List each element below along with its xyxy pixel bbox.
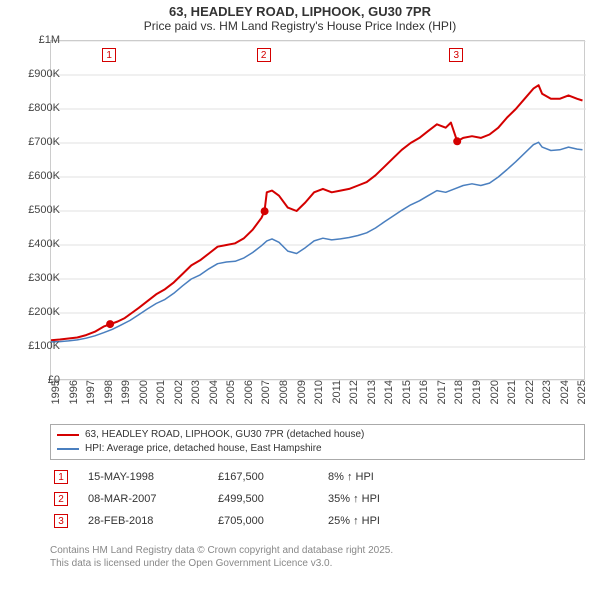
chart-svg <box>51 41 586 381</box>
legend-swatch <box>57 448 79 450</box>
x-tick-label: 2004 <box>208 380 220 420</box>
x-tick-label: 2016 <box>418 380 430 420</box>
x-tick-label: 2025 <box>576 380 588 420</box>
x-tick-label: 1995 <box>50 380 62 420</box>
sales-table: 1 15-MAY-1998 £167,500 8% ↑ HPI 2 08-MAR-2007… <box>50 466 585 532</box>
y-tick-label: £900K <box>15 68 60 80</box>
x-tick-label: 2013 <box>366 380 378 420</box>
footer-line1: Contains HM Land Registry data © Crown c… <box>50 544 585 557</box>
y-tick-label: £200K <box>15 306 60 318</box>
legend-swatch <box>57 434 79 436</box>
sale-row: 3 28-FEB-2018 £705,000 25% ↑ HPI <box>50 510 585 532</box>
y-tick-label: £100K <box>15 340 60 352</box>
y-tick-label: £700K <box>15 136 60 148</box>
chart-title: 63, HEADLEY ROAD, LIPHOOK, GU30 7PR <box>0 0 600 19</box>
sale-pct: 35% ↑ HPI <box>328 493 428 505</box>
x-tick-label: 2019 <box>471 380 483 420</box>
x-tick-label: 2022 <box>524 380 536 420</box>
x-tick-label: 1996 <box>68 380 80 420</box>
chart-subtitle: Price paid vs. HM Land Registry's House … <box>0 19 600 33</box>
sale-marker: 2 <box>257 48 271 62</box>
sale-row-marker: 2 <box>54 492 68 506</box>
x-tick-label: 2007 <box>260 380 272 420</box>
chart-area <box>50 40 585 380</box>
x-tick-label: 2008 <box>278 380 290 420</box>
sale-date: 15-MAY-1998 <box>88 471 198 483</box>
sale-price: £167,500 <box>218 471 308 483</box>
x-tick-label: 2010 <box>313 380 325 420</box>
x-tick-label: 2020 <box>489 380 501 420</box>
sale-pct: 8% ↑ HPI <box>328 471 428 483</box>
sale-row-marker: 3 <box>54 514 68 528</box>
x-tick-label: 2005 <box>225 380 237 420</box>
legend-label: HPI: Average price, detached house, East… <box>85 442 322 456</box>
x-tick-label: 2023 <box>541 380 553 420</box>
x-tick-label: 2011 <box>331 380 343 420</box>
sale-price: £499,500 <box>218 493 308 505</box>
sale-pct: 25% ↑ HPI <box>328 515 428 527</box>
x-tick-label: 2003 <box>190 380 202 420</box>
sale-marker: 3 <box>449 48 463 62</box>
sale-date: 08-MAR-2007 <box>88 493 198 505</box>
sale-date: 28-FEB-2018 <box>88 515 198 527</box>
x-tick-label: 1998 <box>103 380 115 420</box>
x-tick-label: 2000 <box>138 380 150 420</box>
sale-row-marker: 1 <box>54 470 68 484</box>
y-tick-label: £300K <box>15 272 60 284</box>
x-tick-label: 2009 <box>296 380 308 420</box>
sale-row: 1 15-MAY-1998 £167,500 8% ↑ HPI <box>50 466 585 488</box>
y-tick-label: £1M <box>15 34 60 46</box>
y-tick-label: £600K <box>15 170 60 182</box>
sale-row: 2 08-MAR-2007 £499,500 35% ↑ HPI <box>50 488 585 510</box>
x-tick-label: 2017 <box>436 380 448 420</box>
x-tick-label: 2006 <box>243 380 255 420</box>
x-tick-label: 2021 <box>506 380 518 420</box>
legend-label: 63, HEADLEY ROAD, LIPHOOK, GU30 7PR (det… <box>85 428 364 442</box>
x-tick-label: 2024 <box>559 380 571 420</box>
y-tick-label: £800K <box>15 102 60 114</box>
x-tick-label: 2014 <box>383 380 395 420</box>
x-tick-label: 2012 <box>348 380 360 420</box>
legend-item: HPI: Average price, detached house, East… <box>57 442 578 456</box>
x-tick-label: 1999 <box>120 380 132 420</box>
y-tick-label: £400K <box>15 238 60 250</box>
legend: 63, HEADLEY ROAD, LIPHOOK, GU30 7PR (det… <box>50 424 585 460</box>
x-tick-label: 2002 <box>173 380 185 420</box>
x-tick-label: 2018 <box>453 380 465 420</box>
sale-price: £705,000 <box>218 515 308 527</box>
y-tick-label: £500K <box>15 204 60 216</box>
footer-line2: This data is licensed under the Open Gov… <box>50 557 585 570</box>
x-tick-label: 2001 <box>155 380 167 420</box>
x-tick-label: 1997 <box>85 380 97 420</box>
sale-marker: 1 <box>102 48 116 62</box>
attribution-footer: Contains HM Land Registry data © Crown c… <box>50 544 585 570</box>
legend-item: 63, HEADLEY ROAD, LIPHOOK, GU30 7PR (det… <box>57 428 578 442</box>
x-tick-label: 2015 <box>401 380 413 420</box>
